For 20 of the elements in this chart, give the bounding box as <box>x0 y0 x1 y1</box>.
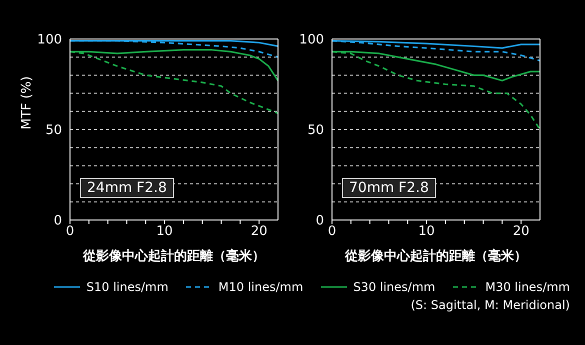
x-tick-label: 0 <box>328 224 336 240</box>
legend-label: M10 lines/mm <box>218 280 304 294</box>
y-tick-label: 100 <box>37 32 62 48</box>
y-axis-title: MTF (%) <box>20 76 35 130</box>
x-tick-label: 10 <box>418 224 435 240</box>
y-tick-label: 50 <box>45 123 62 138</box>
text: (S: Sagittal, M: Meridional) <box>410 298 570 312</box>
y-tick-label: 0 <box>316 214 324 229</box>
legend-label: S30 lines/mm <box>353 280 436 294</box>
annotation: 70mm F2.8 <box>342 178 436 198</box>
x-tick-label: 20 <box>250 224 268 240</box>
legend-label: S10 lines/mm <box>86 280 168 294</box>
y-tick-label: 0 <box>54 214 62 229</box>
annotation: 24mm F2.8 <box>80 178 174 198</box>
legend-label: M30 lines/mm <box>485 280 570 294</box>
y-tick-label: 100 <box>299 32 324 48</box>
x-tick-label: 10 <box>156 224 173 240</box>
x-tick-label: 20 <box>512 224 530 240</box>
x-tick-label: 0 <box>66 224 74 240</box>
y-tick-label: 50 <box>307 123 324 138</box>
